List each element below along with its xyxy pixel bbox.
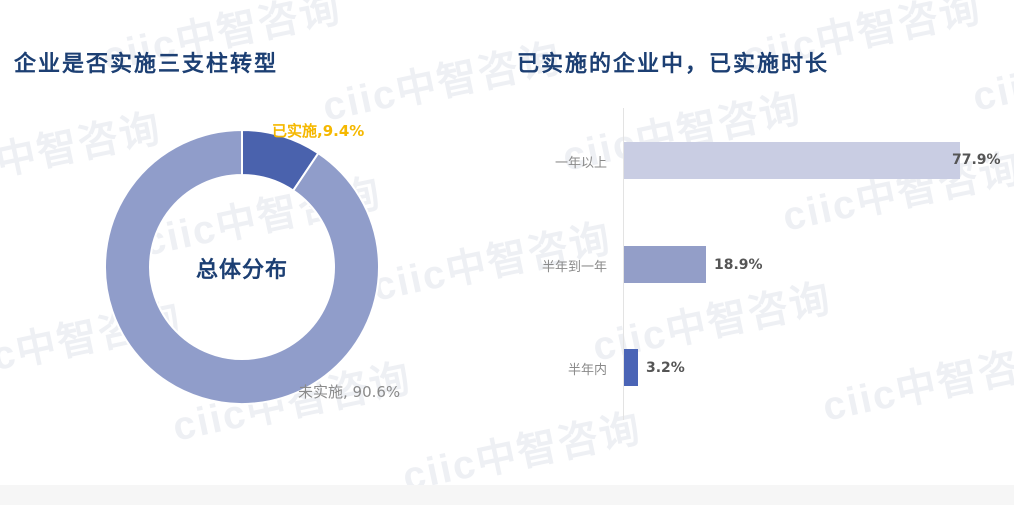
slice-not-implemented <box>104 128 380 405</box>
watermark: ciic中智咨询 <box>968 26 1014 120</box>
bar-chart-axis <box>623 108 624 420</box>
bar-half-to-one-year <box>624 246 706 283</box>
category-label: 半年到一年 <box>541 260 607 275</box>
bar-chart-title: 已实施的企业中，已实施时长 <box>517 52 830 77</box>
donut-chart <box>104 128 380 405</box>
bar-value-label: 18.9% <box>714 257 763 273</box>
bar-value-label: 77.9% <box>952 152 1001 168</box>
footer-band <box>0 485 1014 505</box>
bar-value-label: 3.2% <box>646 360 685 376</box>
slice-label-not-implemented: 未实施, 90.6% <box>298 383 401 401</box>
category-label: 一年以上 <box>554 156 607 171</box>
bar-over-one-year <box>624 142 960 179</box>
bar-within-half-year <box>624 349 638 386</box>
donut-chart-title: 企业是否实施三支柱转型 <box>14 52 279 77</box>
category-label: 半年内 <box>567 363 607 378</box>
watermark: ciic中智咨询 <box>818 336 1014 430</box>
donut-center-label: 总体分布 <box>195 258 288 283</box>
slice-label-implemented: 已实施,9.4% <box>272 122 365 140</box>
